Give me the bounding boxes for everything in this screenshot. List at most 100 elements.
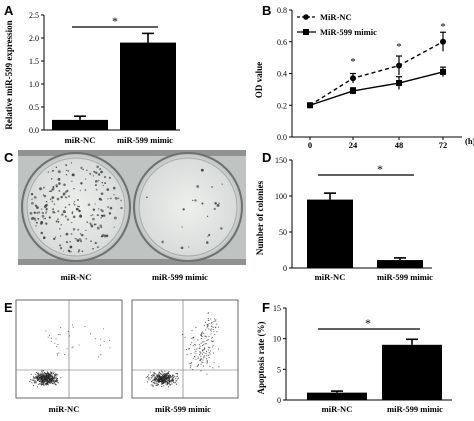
flow-event	[42, 379, 44, 381]
flow-event	[51, 371, 53, 373]
panel-e-label-2: miR-599 mimic	[155, 404, 211, 414]
flow-event	[53, 378, 55, 380]
flow-event	[167, 382, 169, 384]
flow-event	[209, 329, 211, 331]
flow-event	[195, 327, 197, 329]
flow-event	[42, 378, 44, 380]
flow-event	[167, 372, 169, 374]
flow-event	[45, 379, 47, 381]
dish-mir-599-mimic	[133, 152, 243, 262]
flow-event	[175, 380, 177, 382]
colony-dot	[196, 185, 200, 188]
flow-event	[167, 374, 169, 376]
flow-event	[197, 358, 199, 360]
flow-event	[50, 381, 52, 383]
colony-dot	[72, 228, 76, 231]
flow-event	[188, 362, 190, 364]
colony-dot	[65, 164, 68, 167]
flow-event	[200, 353, 202, 355]
colony-dot	[220, 227, 223, 230]
colony-dot	[95, 171, 98, 175]
flow-event	[57, 344, 59, 346]
flow-event	[56, 381, 58, 383]
flow-event	[165, 378, 167, 380]
flow-event	[212, 340, 214, 342]
panel-f: F Apoptosis rate (%) 0 5 10 15 * miR-NC miR…	[256, 300, 452, 414]
flow-event	[172, 380, 174, 382]
flow-event	[168, 380, 170, 382]
colony-dot	[100, 216, 103, 219]
colony-dot	[211, 186, 214, 188]
colony-dot	[89, 223, 93, 227]
flow-event	[38, 377, 40, 379]
flow-event	[51, 377, 53, 379]
flow-event	[46, 382, 48, 384]
colony-dot	[60, 223, 63, 226]
flow-event	[44, 383, 46, 385]
colony-dot	[97, 173, 101, 176]
flow-event	[154, 380, 156, 382]
flow-event	[153, 373, 155, 375]
flow-event	[200, 334, 202, 336]
colony-dot	[42, 186, 46, 189]
flow-event	[192, 345, 194, 347]
flow-event	[149, 379, 151, 381]
flow-event	[72, 326, 74, 328]
colony-dot	[74, 237, 76, 240]
flow-event	[159, 380, 161, 382]
flow-event	[169, 374, 171, 376]
flow-event	[47, 384, 49, 386]
flow-event	[49, 373, 51, 375]
panel-e-letter: E	[4, 300, 13, 315]
flow-event	[200, 335, 202, 337]
flow-event	[33, 385, 35, 387]
panel-d-letter: D	[262, 150, 271, 165]
flow-event	[42, 373, 44, 375]
flow-event	[211, 340, 213, 342]
colony-dot	[49, 198, 52, 201]
flow-event	[202, 341, 204, 343]
flow-event	[43, 374, 45, 376]
flow-event	[42, 381, 44, 383]
flow-event	[190, 353, 192, 355]
flow-event	[202, 349, 204, 351]
flow-event	[38, 379, 40, 381]
flow-event	[42, 377, 44, 379]
flow-event	[49, 382, 51, 384]
flow-event	[199, 359, 201, 361]
ytick-label: 0.4	[277, 70, 287, 79]
flow-event	[51, 377, 53, 379]
flow-event	[48, 380, 50, 382]
flow-event	[54, 382, 56, 384]
flow-event	[153, 375, 155, 377]
colony-dot	[36, 212, 39, 214]
flow-event	[166, 376, 168, 378]
flow-event	[206, 358, 208, 360]
flow-event	[172, 378, 174, 380]
flow-event	[192, 336, 194, 338]
colony-dot	[113, 226, 115, 228]
flow-event	[55, 376, 57, 378]
colony-dot	[107, 206, 110, 209]
flow-event	[54, 342, 56, 344]
ytick-label: 2.0	[29, 34, 39, 43]
flow-event	[168, 378, 170, 380]
flow-event	[43, 375, 45, 377]
flow-event	[40, 370, 42, 372]
flow-event	[108, 339, 110, 341]
flow-event	[47, 378, 49, 380]
flow-event	[215, 327, 217, 329]
flow-event	[169, 380, 171, 382]
colony-dot	[113, 216, 117, 220]
flow-event	[200, 351, 202, 353]
flow-event	[42, 375, 44, 377]
flow-event	[156, 375, 158, 377]
flow-event	[210, 330, 212, 332]
flow-event	[41, 377, 43, 379]
flow-event	[48, 382, 50, 384]
flow-event	[166, 381, 168, 383]
colony-dot	[72, 215, 76, 219]
flow-event	[162, 372, 164, 374]
panel-f-error-bars	[331, 338, 418, 393]
flow-event	[203, 325, 205, 327]
